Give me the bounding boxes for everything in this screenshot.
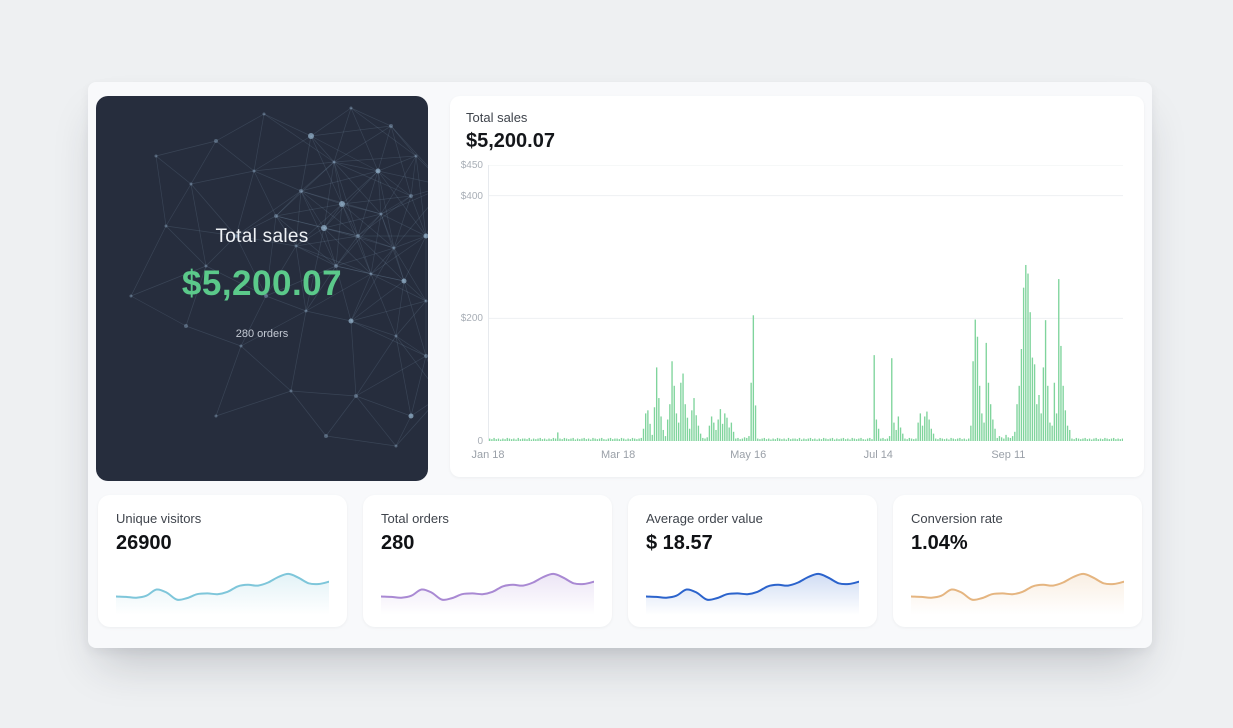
hero-orders-count: 280 orders [235, 328, 289, 340]
sales-bar-chart-area: $450 $400 $200 0 Jan 18 Mar 18 May 16 Jul 14 Sep… [450, 96, 1144, 477]
stat-cards-row: Unique visitors 26900 Total orders 280 A… [98, 495, 1142, 627]
sales-bar-chart[interactable] [488, 165, 1123, 441]
unique-visitors-sparkline [116, 572, 329, 615]
x-axis-tick-label: Sep 11 [991, 449, 1026, 461]
x-axis-tick-label: Mar 18 [600, 449, 636, 461]
stat-value: $ 18.57 [646, 532, 713, 554]
hero-title: Total sales [215, 226, 309, 247]
total-orders-sparkline [381, 572, 594, 615]
stat-card-unique-visitors: Unique visitors 26900 [98, 495, 347, 627]
dashboard-panel: Total sales $5,200.07 280 orders Total s… [88, 82, 1152, 648]
total-sales-hero-card: Total sales $5,200.07 280 orders [96, 96, 428, 481]
stat-card-total-orders: Total orders 280 [363, 495, 612, 627]
stat-label: Unique visitors [116, 511, 202, 526]
y-axis-tick-label: $400 [460, 190, 483, 202]
x-axis-tick-label: Jul 14 [863, 449, 893, 461]
chart-card-title: Total sales [466, 110, 528, 125]
stat-card-average-order-value: Average order value $ 18.57 [628, 495, 877, 627]
y-axis-tick-label: 0 [477, 436, 483, 447]
total-sales-chart-card: Total sales $5,200.07 $450 $400 $200 0 Jan 1… [450, 96, 1144, 477]
y-axis-tick-label: $200 [460, 313, 483, 325]
constellation-decoration [129, 106, 428, 448]
hero-total-sales-value: $5,200.07 [181, 264, 343, 303]
stat-label: Total orders [381, 511, 449, 526]
chart-card-header: Total sales $5,200.07 [450, 96, 1144, 153]
hero-content: Total sales $5,200.07 280 orders [96, 96, 428, 481]
x-axis-tick-label: May 16 [730, 449, 767, 461]
chart-card-total-value: $5,200.07 [466, 130, 555, 152]
stat-value: 1.04% [911, 532, 968, 554]
stat-label: Average order value [646, 511, 763, 526]
stat-card-conversion-rate: Conversion rate 1.04% [893, 495, 1142, 627]
conversion-rate-sparkline [911, 572, 1124, 615]
average-order-value-sparkline [646, 572, 859, 615]
x-axis-tick-label: Jan 18 [471, 449, 505, 461]
y-axis-tick-label: $450 [460, 160, 483, 171]
stat-label: Conversion rate [911, 511, 1003, 526]
stat-value: 280 [381, 532, 415, 554]
stat-value: 26900 [116, 532, 172, 554]
